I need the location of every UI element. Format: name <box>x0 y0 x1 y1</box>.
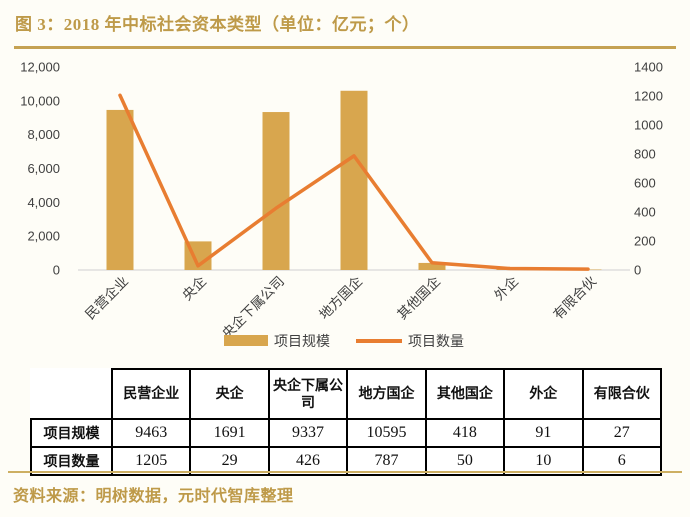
svg-text:6,000: 6,000 <box>27 161 60 176</box>
svg-text:1400: 1400 <box>634 60 663 75</box>
svg-text:200: 200 <box>634 234 656 249</box>
svg-text:4,000: 4,000 <box>27 195 60 210</box>
bar <box>340 90 368 270</box>
table-bottom-divider <box>8 471 682 473</box>
title-divider <box>14 46 676 49</box>
svg-text:800: 800 <box>634 147 656 162</box>
table-row-header: 项目规模 <box>30 418 113 448</box>
table-corner-cell <box>31 369 113 420</box>
table-column-header: 其他国企 <box>424 368 506 420</box>
table-body: 项目规模 9463 1691 9337 10595 418 91 27 项目数量 1205 29 42… <box>30 418 663 476</box>
svg-text:民营企业: 民营企业 <box>82 273 131 322</box>
table-cell: 10595 <box>346 418 427 448</box>
svg-text:1000: 1000 <box>634 118 663 133</box>
table-cell: 1691 <box>189 418 270 448</box>
table-column-header: 央企下属公司 <box>267 368 349 420</box>
legend-bar-label: 项目规模 <box>274 333 330 349</box>
svg-text:10,000: 10,000 <box>20 93 60 108</box>
table-column-header: 央企 <box>189 368 270 420</box>
legend: 项目规模 项目数量 <box>224 333 464 349</box>
table-column-header: 外企 <box>503 368 584 420</box>
svg-text:地方国企: 地方国企 <box>316 272 366 322</box>
svg-text:0: 0 <box>53 263 60 278</box>
table-header-row: 民营企业 央企 央企下属公司 地方国企 其他国企 外企 有限合伙 <box>31 368 663 420</box>
bar <box>262 112 290 270</box>
x-axis-labels: 民营企业 央企 央企下属公司 地方国企 其他国企 外企 有限合伙 <box>82 272 600 341</box>
table-column-header: 民营企业 <box>110 368 192 420</box>
svg-text:有限合伙: 有限合伙 <box>550 273 599 322</box>
source-note: 资料来源：明树数据，元时代智库整理 <box>13 488 294 505</box>
svg-text:0: 0 <box>634 263 641 278</box>
line-series <box>118 93 590 271</box>
table-row: 项目规模 9463 1691 9337 10595 418 91 27 <box>30 418 663 448</box>
table-cell: 9337 <box>267 418 349 448</box>
left-axis-ticks: 12,000 10,000 8,000 6,000 4,000 2,000 0 <box>20 60 60 278</box>
table-cell: 91 <box>503 418 584 448</box>
data-table: 民营企业 央企 央企下属公司 地方国企 其他国企 外企 有限合伙 项目规模 9463 1691 9… <box>30 368 663 476</box>
svg-text:12,000: 12,000 <box>20 60 60 75</box>
bar <box>106 109 134 270</box>
svg-text:1200: 1200 <box>634 89 663 104</box>
svg-text:外企: 外企 <box>491 272 522 303</box>
svg-text:央企: 央企 <box>179 272 210 303</box>
table-cell: 9463 <box>110 418 192 448</box>
table-cell: 418 <box>424 418 506 448</box>
combo-chart: 12,000 10,000 8,000 6,000 4,000 2,000 0 1400 120… <box>0 56 690 358</box>
table-column-header: 地方国企 <box>346 368 427 420</box>
svg-text:400: 400 <box>634 205 656 220</box>
svg-text:8,000: 8,000 <box>27 127 60 142</box>
table-cell: 27 <box>581 418 663 448</box>
right-axis-ticks: 1400 1200 1000 800 600 400 200 0 <box>634 60 663 278</box>
bars-series <box>106 90 602 271</box>
figure-title: 图 3：2018 年中标社会资本类型（单位：亿元；个） <box>15 15 420 34</box>
svg-text:央企下属公司: 央企下属公司 <box>219 273 288 342</box>
combo-chart-svg: 12,000 10,000 8,000 6,000 4,000 2,000 0 1400 120… <box>20 60 663 350</box>
legend-line-label: 项目数量 <box>408 333 464 349</box>
svg-text:600: 600 <box>634 176 656 191</box>
svg-text:其他国企: 其他国企 <box>394 272 444 322</box>
legend-bar-swatch <box>224 335 268 346</box>
bar <box>418 262 446 270</box>
table-column-header: 有限合伙 <box>581 368 663 420</box>
svg-text:2,000: 2,000 <box>27 229 60 244</box>
